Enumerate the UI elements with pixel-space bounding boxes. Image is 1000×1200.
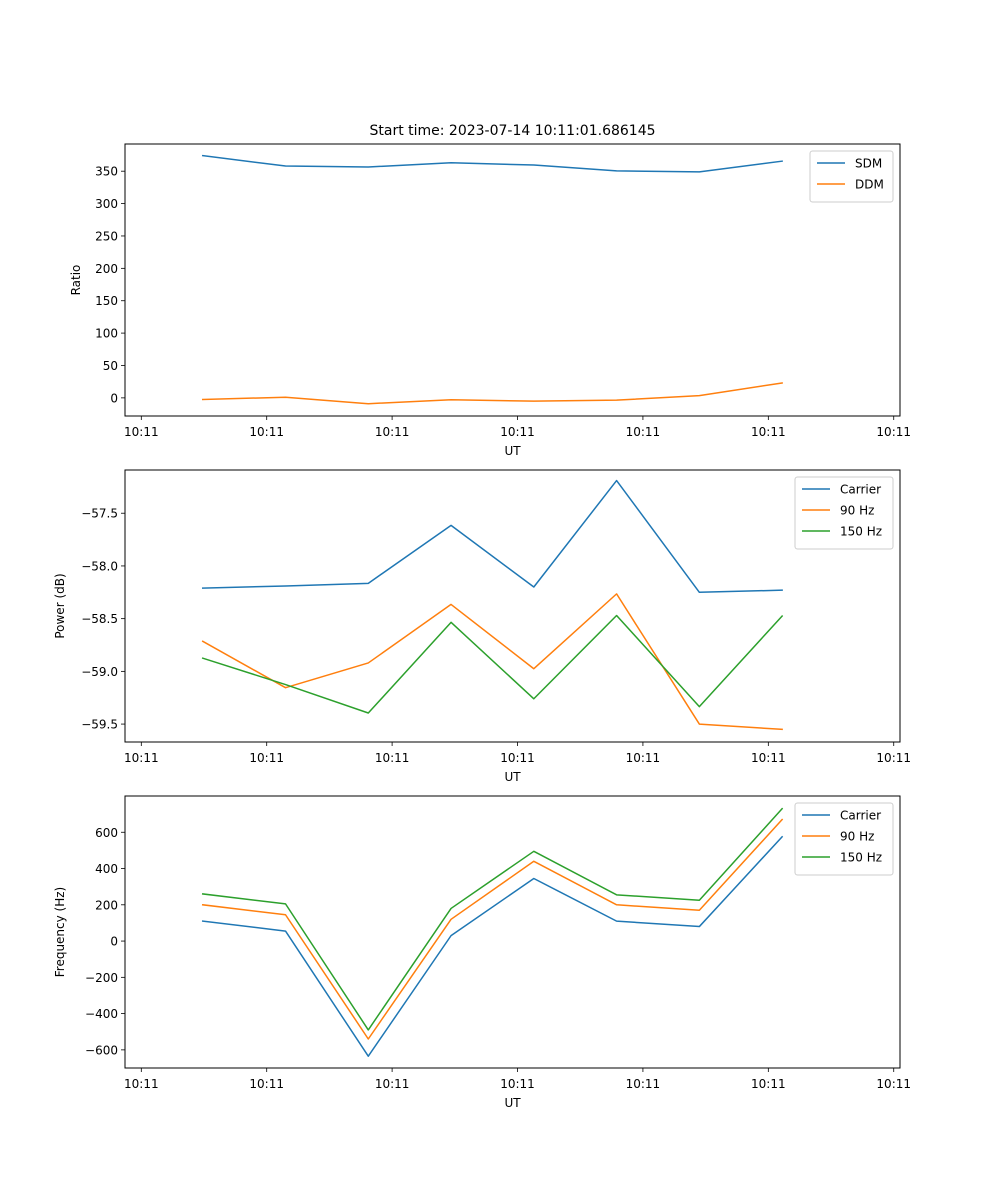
series-line-sdm bbox=[201, 154, 783, 173]
y-tick-label: 100 bbox=[95, 327, 118, 341]
axes-frame bbox=[124, 795, 901, 1069]
x-tick-label: 10:11 bbox=[249, 425, 284, 439]
x-axis-label: UT bbox=[504, 444, 521, 458]
y-tick-label: −600 bbox=[85, 1043, 118, 1057]
legend-label-sdm: SDM bbox=[855, 157, 882, 171]
y-tick-label: 200 bbox=[95, 262, 118, 276]
x-tick-label: 10:11 bbox=[626, 425, 661, 439]
x-tick-label: 10:11 bbox=[375, 425, 410, 439]
x-tick-label: 10:11 bbox=[124, 425, 159, 439]
y-tick-label: −57.5 bbox=[81, 507, 118, 521]
series-line-carrier bbox=[201, 835, 784, 1057]
x-tick-label: 10:11 bbox=[249, 1077, 284, 1091]
y-tick-label: 250 bbox=[95, 229, 118, 243]
x-tick-label: 10:11 bbox=[124, 751, 159, 765]
y-tick-label: −59.0 bbox=[81, 665, 118, 679]
x-tick-label: 10:11 bbox=[626, 751, 661, 765]
x-tick-label: 10:11 bbox=[751, 751, 786, 765]
y-axis-label: Frequency (Hz) bbox=[53, 887, 67, 978]
x-tick-label: 10:11 bbox=[876, 425, 911, 439]
y-tick-label: −400 bbox=[85, 1007, 118, 1021]
subplot-1: 10:1110:1110:1110:1110:1110:1110:1110:12… bbox=[69, 143, 911, 458]
legend-label-90-hz: 90 Hz bbox=[840, 830, 874, 844]
y-tick-label: −58.0 bbox=[81, 559, 118, 573]
x-tick-label: 10:11 bbox=[500, 1077, 535, 1091]
series-line-carrier bbox=[201, 479, 783, 594]
y-tick-label: −58.5 bbox=[81, 612, 118, 626]
axes-frame bbox=[124, 469, 901, 743]
y-tick-label: −200 bbox=[85, 971, 118, 985]
legend: Carrier 90 Hz 150 Hz bbox=[794, 802, 894, 876]
subplot-3: 10:1110:1110:1110:1110:1110:1110:1110:12… bbox=[53, 795, 911, 1110]
axes-background bbox=[125, 144, 900, 416]
series-line-90-hz bbox=[201, 818, 784, 1040]
series-group bbox=[201, 807, 784, 1057]
y-tick-label: −59.5 bbox=[81, 718, 118, 732]
subplot-2: 10:1110:1110:1110:1110:1110:1110:1110:12… bbox=[53, 469, 911, 784]
legend: SDM DDM bbox=[809, 150, 894, 203]
x-tick-label: 10:11 bbox=[375, 751, 410, 765]
x-tick-label: 10:11 bbox=[751, 425, 786, 439]
y-tick-label: 300 bbox=[95, 197, 118, 211]
series-group bbox=[201, 154, 783, 405]
x-tick-label: 10:11 bbox=[500, 751, 535, 765]
y-tick-label: 0 bbox=[110, 935, 118, 949]
legend-label-150-hz: 150 Hz bbox=[840, 525, 882, 539]
x-tick-label: 10:11 bbox=[375, 1077, 410, 1091]
legend-label-carrier: Carrier bbox=[840, 483, 881, 497]
series-line-150-hz bbox=[201, 614, 784, 714]
y-axis-label: Power (dB) bbox=[53, 573, 67, 638]
y-tick-label: 400 bbox=[95, 862, 118, 876]
y-tick-label: 600 bbox=[95, 826, 118, 840]
x-tick-label: 10:11 bbox=[876, 1077, 911, 1091]
x-tick-label: 10:11 bbox=[500, 425, 535, 439]
series-group bbox=[201, 479, 784, 731]
y-tick-label: 150 bbox=[95, 294, 118, 308]
y-tick-label: 200 bbox=[95, 898, 118, 912]
x-tick-label: 10:11 bbox=[751, 1077, 786, 1091]
legend-label-carrier: Carrier bbox=[840, 809, 881, 823]
y-tick-label: 0 bbox=[110, 391, 118, 405]
legend: Carrier 90 Hz 150 Hz bbox=[794, 476, 894, 550]
series-line-ddm bbox=[201, 382, 783, 405]
series-line-150-hz bbox=[201, 807, 784, 1031]
axes-background bbox=[125, 796, 900, 1068]
x-tick-label: 10:11 bbox=[249, 751, 284, 765]
axes-frame bbox=[124, 143, 901, 417]
x-tick-label: 10:11 bbox=[124, 1077, 159, 1091]
figure-title: Start time: 2023-07-14 10:11:01.686145 bbox=[369, 123, 655, 139]
y-tick-label: 350 bbox=[95, 165, 118, 179]
x-axis-label: UT bbox=[504, 770, 521, 784]
x-axis-label: UT bbox=[504, 1096, 521, 1110]
x-tick-label: 10:11 bbox=[876, 751, 911, 765]
axes-background bbox=[125, 470, 900, 742]
series-line-90-hz bbox=[201, 593, 783, 731]
x-tick-label: 10:11 bbox=[626, 1077, 661, 1091]
legend-label-ddm: DDM bbox=[855, 178, 884, 192]
y-axis-label: Ratio bbox=[69, 265, 83, 296]
y-tick-label: 50 bbox=[103, 359, 118, 373]
legend-label-150-hz: 150 Hz bbox=[840, 851, 882, 865]
legend-label-90-hz: 90 Hz bbox=[840, 504, 874, 518]
